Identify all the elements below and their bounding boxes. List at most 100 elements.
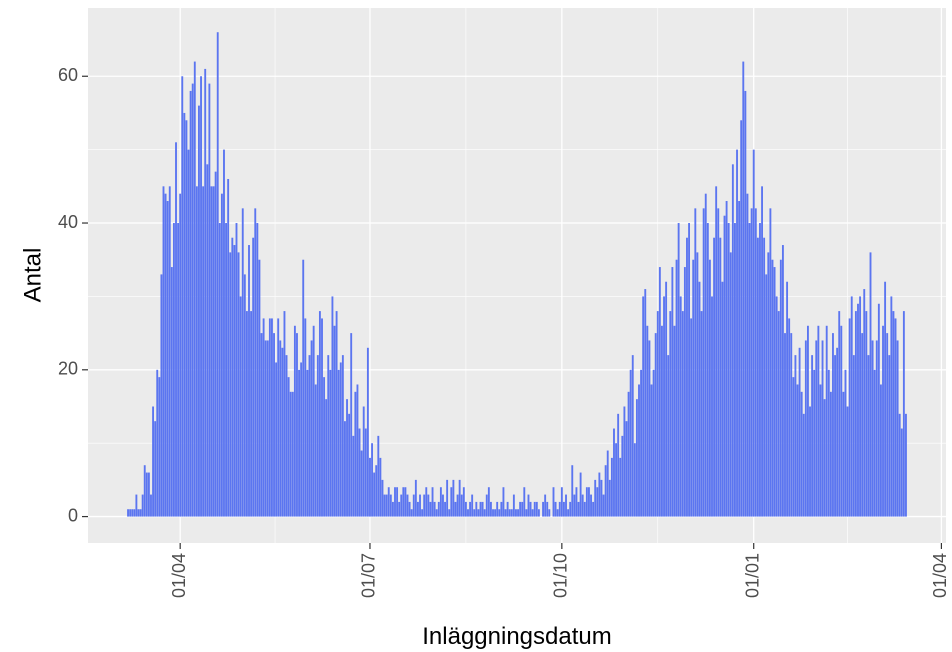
bar [711,296,713,517]
bar [364,428,367,517]
bar [677,223,680,517]
bar [752,149,755,517]
bar [702,208,705,517]
bar [604,465,607,517]
bar [781,245,784,517]
bar [387,487,390,517]
x-tick-label: 01/01 [742,553,762,598]
bar [214,171,217,517]
bar [867,355,870,517]
bar [658,267,661,517]
bar [725,201,728,517]
bar [861,333,864,517]
bar [804,340,807,517]
y-tick-label: 60 [58,65,78,85]
bar [888,355,891,517]
bar [335,311,338,517]
bar [356,384,359,517]
bar [360,450,363,517]
bar [508,509,511,517]
bar [172,223,175,517]
bar [145,472,148,517]
bar [542,501,545,517]
bar [150,494,152,517]
bar [291,391,294,517]
bar [248,245,250,517]
bar [650,384,653,517]
bar [448,509,451,517]
bar [865,311,868,517]
bar [425,487,428,517]
bar [193,61,196,517]
bar [592,501,595,517]
bar [485,494,488,517]
bar [421,509,424,517]
bar [446,479,449,517]
bar [713,237,716,517]
bar [412,494,415,517]
bar [744,90,747,517]
bar [396,487,399,517]
y-axis-title: Antal [19,248,46,303]
bar [350,333,353,517]
bar [823,399,826,517]
bar [690,318,693,517]
bar [809,406,811,517]
bar [819,384,822,517]
bar [473,509,476,517]
bar [610,457,613,517]
bar [565,494,567,517]
bar [794,355,797,517]
bar [579,472,582,517]
bar [225,223,228,517]
bar [746,193,749,517]
bar [548,509,551,517]
bar [683,267,686,517]
bar [742,61,745,517]
bar [635,399,638,517]
bar [285,355,288,517]
bar [406,494,409,517]
bar [166,201,169,517]
bar [573,494,576,517]
bar [492,509,494,517]
bar [379,457,382,517]
bar [260,333,263,517]
grid [88,8,946,543]
bar [727,223,730,517]
bar [623,406,626,517]
bar [771,259,774,517]
bar [871,340,874,517]
bar [262,318,265,517]
bar [227,178,230,517]
bar [375,465,378,517]
bar [237,252,240,517]
bar [875,340,878,517]
bar [141,494,144,517]
bar [840,325,843,517]
bar [631,355,634,517]
bar [346,399,348,517]
bar [187,149,190,517]
bar [183,112,186,517]
bar [462,487,465,517]
bar [147,472,150,517]
bar [688,223,690,517]
bar [617,413,620,517]
bar [638,384,640,517]
bar [523,487,526,517]
bar [494,509,497,517]
bar [558,501,561,517]
bar [615,443,618,517]
bar [456,494,459,517]
bar [502,487,505,517]
bar [796,384,799,517]
bar [569,501,572,517]
bar [366,347,369,517]
bar [323,377,326,517]
bar [882,325,884,517]
bar [506,501,509,517]
bar [233,245,236,517]
bar [546,501,549,517]
bar [700,311,703,517]
